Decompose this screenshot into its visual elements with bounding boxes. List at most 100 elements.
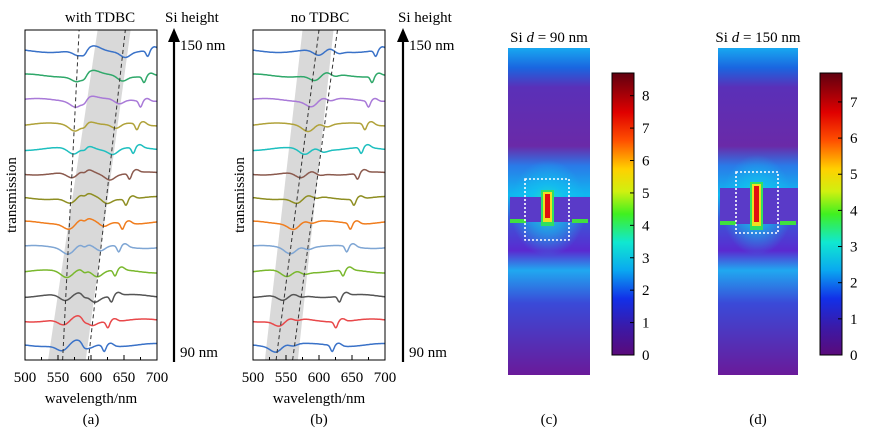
panel-c-title: Si d = 90 nm bbox=[510, 30, 588, 46]
panel-b-xtick-label-600: 600 bbox=[308, 370, 331, 386]
panel-b-xlabel: wavelength/nm bbox=[273, 391, 366, 407]
panel-c-colorbar-ticks: 0 1 2 3 4 5 6 7 8 bbox=[630, 89, 650, 364]
panel-b-label: (b) bbox=[310, 412, 328, 428]
panel-b-height-axis: Si height 150 nm 90 nm bbox=[397, 10, 455, 362]
panel-b-height-top: 150 nm bbox=[409, 38, 455, 54]
panel-b-ylabel: transmission bbox=[232, 157, 248, 233]
panel-b-series-9 bbox=[253, 143, 386, 156]
panel-a-ylabel: transmission bbox=[4, 157, 20, 233]
panel-a-series-8 bbox=[25, 168, 158, 181]
panel-d-edge-left bbox=[720, 221, 736, 225]
panel-a-height-label: Si height bbox=[165, 10, 220, 26]
panel-d: Si d = 150 nm 0 1 2 3 4 5 6 7 (d) bbox=[715, 30, 858, 428]
panel-c-label: (c) bbox=[541, 412, 558, 428]
panel-b-height-label: Si height bbox=[398, 10, 453, 26]
panel-a-series-6 bbox=[25, 218, 158, 230]
panel-b-series-8 bbox=[253, 168, 386, 180]
panel-a-series-2 bbox=[25, 315, 157, 329]
panel-d-cbtick-label-6: 6 bbox=[850, 131, 858, 147]
panel-b-height-arrow-head bbox=[397, 28, 409, 42]
panel-a-label: (a) bbox=[83, 412, 100, 428]
panel-a-series-10 bbox=[24, 120, 157, 132]
panel-a-dashed-line-1 bbox=[62, 29, 80, 361]
panel-c-cbtick-label-4: 4 bbox=[642, 218, 650, 234]
panel-b-band bbox=[264, 30, 334, 360]
panel-c-cbtick-label-2: 2 bbox=[642, 283, 650, 299]
panel-b-series-7 bbox=[252, 195, 385, 207]
panel-a-dashed-line-2 bbox=[87, 29, 126, 361]
panel-a-series-5 bbox=[24, 243, 158, 255]
panel-a-height-axis: Si height 150 nm 90 nm bbox=[165, 10, 226, 362]
panel-a-series-13 bbox=[24, 45, 158, 59]
panel-b-series-13 bbox=[252, 46, 386, 58]
panel-c-cbtick-label-0: 0 bbox=[642, 348, 650, 364]
panel-b-xtick-label-700: 700 bbox=[374, 370, 397, 386]
panel-d-colorbar-ticks: 0 1 2 3 4 5 6 7 bbox=[838, 95, 858, 364]
panel-c-colorbar: 0 1 2 3 4 5 6 7 8 bbox=[611, 72, 650, 364]
panel-a-series-3 bbox=[24, 291, 158, 303]
panel-a-series-12 bbox=[25, 69, 158, 84]
panel-b-xtick-label-500: 500 bbox=[242, 370, 265, 386]
panel-c-edge-right bbox=[572, 219, 588, 223]
panel-b-series-4 bbox=[252, 266, 385, 278]
panel-a-series-7 bbox=[24, 192, 157, 207]
panel-c-colorbar-rect bbox=[611, 72, 635, 356]
panel-b-series-5 bbox=[252, 243, 386, 255]
panel-b-series-12 bbox=[253, 72, 386, 84]
panel-a-title: with TDBC bbox=[65, 10, 135, 26]
panel-d-dotted-box bbox=[735, 171, 779, 234]
panel-a-series-11 bbox=[24, 95, 157, 108]
panel-d-edge-right bbox=[780, 221, 796, 225]
panel-b-title: no TDBC bbox=[291, 10, 349, 26]
panel-b-xtick-label-550: 550 bbox=[275, 370, 298, 386]
panel-d-label: (d) bbox=[749, 412, 767, 428]
panel-d-cbtick-label-0: 0 bbox=[850, 348, 858, 364]
panel-a-xtick-label-650: 650 bbox=[113, 370, 136, 386]
panel-b-curves bbox=[252, 46, 386, 353]
panel-c-cbtick-label-1: 1 bbox=[642, 316, 650, 332]
panel-a-xlabel: wavelength/nm bbox=[45, 391, 138, 407]
panel-b-shaded-band bbox=[264, 30, 334, 360]
panel-b-series-3 bbox=[252, 291, 386, 303]
panel-d-cbtick-label-4: 4 bbox=[850, 203, 858, 219]
panel-d-colorbar-rect bbox=[819, 72, 843, 356]
panel-b-x-ticks: 500 550 600 650 700 bbox=[242, 355, 397, 386]
panel-c-cbtick-label-8: 8 bbox=[642, 89, 650, 105]
panel-c: Si d = 90 nm 0 1 2 3 4 5 6 7 8 (c) bbox=[508, 30, 650, 428]
panel-b: no TDBC 500 550 600 650 700 wavelength/nm tr… bbox=[232, 10, 455, 428]
panel-c-edge-left bbox=[510, 219, 526, 223]
panel-c-cbtick-label-7: 7 bbox=[642, 121, 650, 137]
panel-d-title: Si d = 150 nm bbox=[715, 30, 800, 46]
panel-b-xtick-label-650: 650 bbox=[341, 370, 364, 386]
panel-b-series-1 bbox=[252, 342, 385, 353]
panel-a-height-bottom: 90 nm bbox=[180, 345, 218, 361]
panel-c-gap-hotspot bbox=[545, 194, 550, 218]
panel-a-xtick-label-600: 600 bbox=[80, 370, 103, 386]
panel-d-cbtick-label-7: 7 bbox=[850, 95, 858, 111]
panel-d-cbtick-label-3: 3 bbox=[850, 240, 858, 256]
panel-a-xtick-label-550: 550 bbox=[47, 370, 70, 386]
panel-c-cbtick-label-5: 5 bbox=[642, 186, 650, 202]
panel-d-colorbar: 0 1 2 3 4 5 6 7 bbox=[819, 72, 858, 364]
panel-c-dotted-box bbox=[524, 178, 570, 241]
panel-a-series-4 bbox=[24, 266, 157, 279]
panel-b-series-6 bbox=[253, 220, 386, 231]
panel-b-series-10 bbox=[252, 120, 385, 133]
panel-d-cbtick-label-1: 1 bbox=[850, 312, 858, 328]
panel-d-field-map bbox=[718, 48, 798, 375]
panel-c-field-map bbox=[508, 48, 590, 375]
panel-a: with TDBC 500 550 600 650 700 wavelength/nm … bbox=[4, 10, 226, 428]
panel-b-series-2 bbox=[253, 317, 385, 329]
panel-d-cbtick-label-5: 5 bbox=[850, 167, 858, 183]
panel-c-cbtick-label-3: 3 bbox=[642, 251, 650, 267]
panel-a-height-arrow-head bbox=[168, 28, 180, 42]
panel-d-cbtick-label-2: 2 bbox=[850, 276, 858, 292]
panel-c-cbtick-label-6: 6 bbox=[642, 154, 650, 170]
panel-a-xtick-label-500: 500 bbox=[14, 370, 37, 386]
panel-a-series-9 bbox=[25, 143, 158, 156]
panel-b-series-11 bbox=[252, 97, 385, 108]
panel-a-series-1 bbox=[24, 339, 157, 353]
panel-b-height-bottom: 90 nm bbox=[409, 345, 447, 361]
panel-d-gap-hotspot bbox=[754, 186, 759, 222]
